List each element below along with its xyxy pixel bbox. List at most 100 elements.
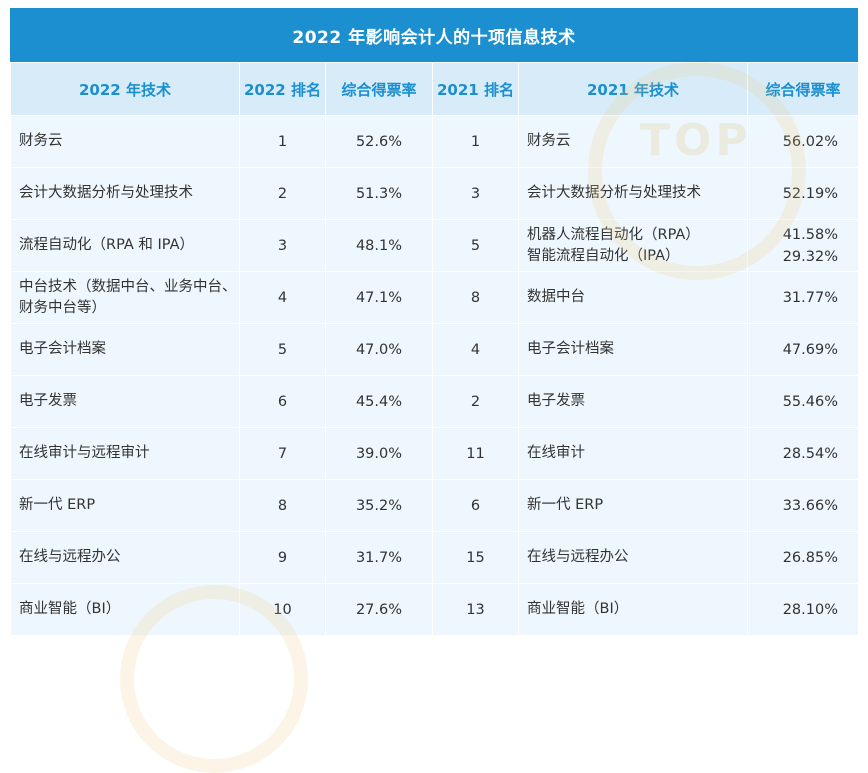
tech-2022-cell: 中台技术（数据中台、业务中台、财务中台等）	[10, 271, 240, 324]
table-row: 新一代 ERP 8 35.2% 6 新一代 ERP 33.66%	[10, 479, 859, 532]
table-row: 电子会计档案 5 47.0% 4 电子会计档案 47.69%	[10, 323, 859, 376]
rate-2022-cell: 47.1%	[325, 271, 433, 324]
rate-2021-cell: 28.54%	[747, 427, 859, 480]
tech-2022-cell: 财务云	[10, 115, 240, 168]
rate-2022-cell: 39.0%	[325, 427, 433, 480]
tech-2021-cell: 会计大数据分析与处理技术	[518, 167, 748, 220]
tech-2021-line: 会计大数据分析与处理技术	[527, 185, 701, 201]
rate-2021-line: 41.58%	[782, 226, 838, 243]
rank-2022-cell: 7	[239, 427, 326, 480]
rank-2021-cell: 5	[432, 219, 519, 272]
tech-2021-cell: 在线审计	[518, 427, 748, 480]
rate-2022-cell: 51.3%	[325, 167, 433, 220]
col-header-rank-2021: 2021 排名	[432, 62, 519, 116]
rank-2022-cell: 2	[239, 167, 326, 220]
rate-2021-cell: 52.19%	[747, 167, 859, 220]
rank-2021-cell: 3	[432, 167, 519, 220]
col-header-rate-2022: 综合得票率	[325, 62, 433, 116]
tech-ranking-table: 2022 年技术 2022 排名 综合得票率 2021 排名 2021 年技术 …	[10, 62, 859, 636]
rate-2022-cell: 47.0%	[325, 323, 433, 376]
rank-2022-cell: 10	[239, 583, 326, 636]
tech-2022-cell: 流程自动化（RPA 和 IPA）	[10, 219, 240, 272]
rate-2021-cell: 47.69%	[747, 323, 859, 376]
table-title: 2022 年影响会计人的十项信息技术	[10, 8, 858, 62]
table-row: 商业智能（BI） 10 27.6% 13 商业智能（BI） 28.10%	[10, 583, 859, 636]
rank-2021-cell: 11	[432, 427, 519, 480]
col-header-rate-2021: 综合得票率	[747, 62, 859, 116]
tech-2021-cell: 在线与远程办公	[518, 531, 748, 584]
rank-2021-cell: 2	[432, 375, 519, 428]
tech-2021-line: 商业智能（BI）	[527, 601, 629, 617]
rank-2021-cell: 6	[432, 479, 519, 532]
rate-2021-cell: 28.10%	[747, 583, 859, 636]
tech-2021-cell: 财务云	[518, 115, 748, 168]
rank-2022-cell: 4	[239, 271, 326, 324]
tech-2021-cell: 新一代 ERP	[518, 479, 748, 532]
table-row: 财务云 1 52.6% 1 财务云 56.02%	[10, 115, 859, 168]
rank-2021-cell: 13	[432, 583, 519, 636]
tech-2022-cell: 新一代 ERP	[10, 479, 240, 532]
table-row: 流程自动化（RPA 和 IPA） 3 48.1% 5 机器人流程自动化（RPA） 智能流程…	[10, 219, 859, 272]
rate-2021-cell: 26.85%	[747, 531, 859, 584]
rate-2022-cell: 35.2%	[325, 479, 433, 532]
tech-2021-line: 在线审计	[527, 445, 585, 461]
rate-2022-cell: 45.4%	[325, 375, 433, 428]
rate-2022-cell: 48.1%	[325, 219, 433, 272]
rank-2022-cell: 8	[239, 479, 326, 532]
table-row: 中台技术（数据中台、业务中台、财务中台等） 4 47.1% 8 数据中台 31.77%	[10, 271, 859, 324]
rate-2021-line: 31.77%	[782, 289, 838, 306]
tech-2021-cell: 数据中台	[518, 271, 748, 324]
tech-2021-line: 数据中台	[527, 289, 585, 305]
rate-2021-cell: 31.77%	[747, 271, 859, 324]
rank-2022-cell: 1	[239, 115, 326, 168]
tech-2021-line: 机器人流程自动化（RPA）	[527, 226, 700, 243]
tech-2022-cell: 电子发票	[10, 375, 240, 428]
rate-2022-cell: 27.6%	[325, 583, 433, 636]
rank-2021-cell: 4	[432, 323, 519, 376]
table-row: 会计大数据分析与处理技术 2 51.3% 3 会计大数据分析与处理技术 52.19%	[10, 167, 859, 220]
tech-2022-cell: 电子会计档案	[10, 323, 240, 376]
rate-2021-line: 29.32%	[782, 248, 838, 265]
rate-2021-line: 47.69%	[782, 341, 838, 358]
tech-2021-line: 财务云	[527, 133, 571, 149]
tech-2022-cell: 在线与远程办公	[10, 531, 240, 584]
tech-2021-line: 在线与远程办公	[527, 549, 629, 565]
tech-2022-cell: 商业智能（BI）	[10, 583, 240, 636]
rate-2021-line: 55.46%	[782, 393, 838, 410]
rank-2022-cell: 6	[239, 375, 326, 428]
header-row: 2022 年技术 2022 排名 综合得票率 2021 排名 2021 年技术 …	[10, 62, 859, 116]
rate-2021-cell: 33.66%	[747, 479, 859, 532]
rank-2022-cell: 9	[239, 531, 326, 584]
rate-2021-line: 56.02%	[782, 133, 838, 150]
rate-2021-line: 52.19%	[782, 185, 838, 202]
rank-2021-cell: 8	[432, 271, 519, 324]
rate-2021-line: 33.66%	[782, 497, 838, 514]
col-header-rank-2022: 2022 排名	[239, 62, 326, 116]
table-frame: 2022 年影响会计人的十项信息技术 2022 年技术 2022 排名 综合得票…	[10, 8, 859, 636]
tech-2021-cell: 电子会计档案	[518, 323, 748, 376]
rate-2021-line: 28.54%	[782, 445, 838, 462]
tech-2022-cell: 在线审计与远程审计	[10, 427, 240, 480]
rate-2021-cell: 55.46%	[747, 375, 859, 428]
table-row: 在线与远程办公 9 31.7% 15 在线与远程办公 26.85%	[10, 531, 859, 584]
tech-2021-line: 电子发票	[527, 393, 585, 409]
rate-2021-cell: 41.58% 29.32%	[747, 219, 859, 272]
tech-2021-line: 新一代 ERP	[527, 497, 604, 513]
rank-2022-cell: 5	[239, 323, 326, 376]
tech-2021-cell: 商业智能（BI）	[518, 583, 748, 636]
tech-2022-cell: 会计大数据分析与处理技术	[10, 167, 240, 220]
rank-2021-cell: 1	[432, 115, 519, 168]
rate-2022-cell: 31.7%	[325, 531, 433, 584]
table-row: 电子发票 6 45.4% 2 电子发票 55.46%	[10, 375, 859, 428]
rate-2021-line: 28.10%	[782, 601, 838, 618]
tech-2021-line: 电子会计档案	[527, 341, 614, 357]
rank-2021-cell: 15	[432, 531, 519, 584]
rate-2022-cell: 52.6%	[325, 115, 433, 168]
col-header-tech-2021: 2021 年技术	[518, 62, 748, 116]
rank-2022-cell: 3	[239, 219, 326, 272]
rate-2021-cell: 56.02%	[747, 115, 859, 168]
tech-2021-line: 智能流程自动化（IPA）	[527, 247, 680, 264]
rate-2021-line: 26.85%	[782, 549, 838, 566]
tech-2021-cell: 电子发票	[518, 375, 748, 428]
col-header-tech-2022: 2022 年技术	[10, 62, 240, 116]
